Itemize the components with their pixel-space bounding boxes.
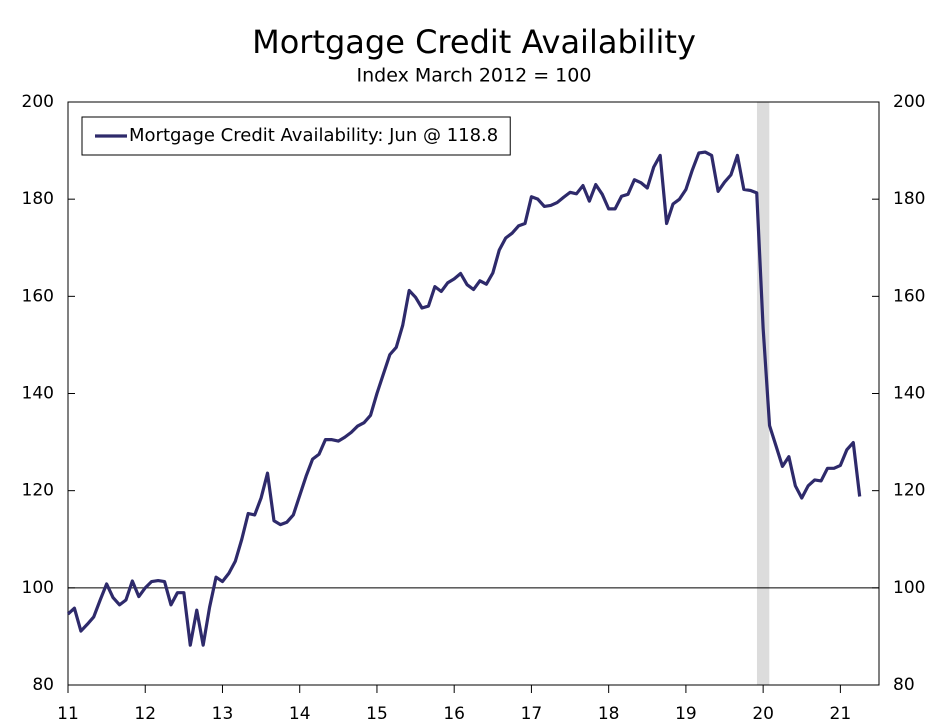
y2-tick-label: 160: [893, 286, 925, 306]
y-tick-label: 120: [22, 481, 54, 501]
y-tick-label: 160: [22, 286, 54, 306]
x-tick-label: 12: [134, 704, 156, 724]
y2-tick-label: 200: [893, 92, 925, 112]
y-tick-label: 200: [22, 92, 54, 112]
y-tick-label: 180: [22, 189, 54, 209]
x-tick-label: 18: [598, 704, 620, 724]
x-tick-label: 19: [675, 704, 697, 724]
series-line: [66, 150, 862, 647]
x-tick-label: 17: [521, 704, 543, 724]
y2-tick-label: 180: [893, 189, 925, 209]
y2-tick-label: 120: [893, 481, 925, 501]
legend: Mortgage Credit Availability: Jun @ 118.…: [81, 116, 511, 156]
chart-title: Mortgage Credit Availability: [252, 23, 696, 61]
y2-tick-label: 80: [893, 675, 915, 695]
y-tick-label: 140: [22, 384, 54, 404]
y-tick-label: 100: [22, 578, 54, 598]
x-tick-label: 21: [830, 704, 852, 724]
x-tick-label: 20: [752, 704, 774, 724]
x-tick-label: 13: [212, 704, 234, 724]
x-tick-label: 16: [443, 704, 465, 724]
x-tick-label: 14: [289, 704, 311, 724]
chart-subtitle: Index March 2012 = 100: [357, 65, 592, 87]
x-tick-label: 11: [57, 704, 79, 724]
legend-box: [81, 116, 511, 156]
x-tick-label: 15: [366, 704, 388, 724]
legend-label: Mortgage Credit Availability: Jun @ 118.…: [129, 125, 498, 146]
y-tick-label: 80: [32, 675, 54, 695]
y2-tick-label: 100: [893, 578, 925, 598]
y2-tick-label: 140: [893, 384, 925, 404]
